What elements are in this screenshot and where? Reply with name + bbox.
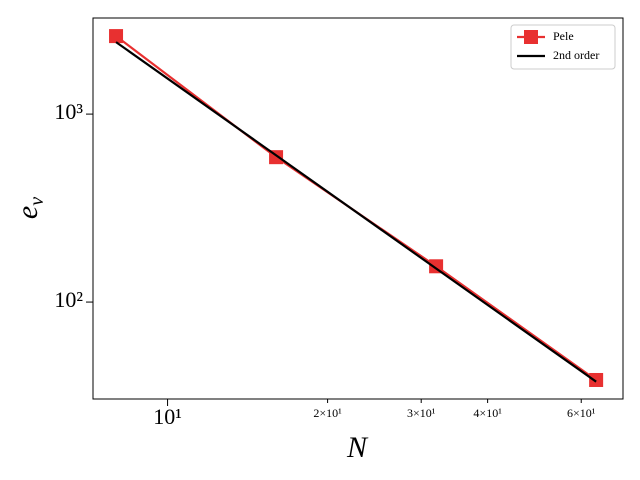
x-tick-label: 10¹ <box>153 404 182 429</box>
x-tick-label: 3×10¹ <box>407 406 436 420</box>
y-label-sub: v <box>26 197 48 206</box>
y-axis-label: ev <box>11 197 48 219</box>
series-line <box>115 41 597 383</box>
plot-frame <box>92 17 624 400</box>
x-tick-label: 2×10¹ <box>313 406 342 420</box>
y-label-base: e <box>11 206 44 219</box>
series-line <box>115 35 597 381</box>
x-axis-label: N <box>346 431 369 464</box>
y-tick-label: 10³ <box>54 99 83 124</box>
legend-label: Pele <box>553 29 574 43</box>
x-tick-label: 4×10¹ <box>473 406 502 420</box>
marker <box>109 29 124 44</box>
legend-label: 2nd order <box>553 48 599 62</box>
y-tick-label: 10² <box>54 287 83 312</box>
legend-marker <box>524 30 538 44</box>
x-tick-label: 6×10¹ <box>567 406 596 420</box>
marker <box>589 372 604 387</box>
